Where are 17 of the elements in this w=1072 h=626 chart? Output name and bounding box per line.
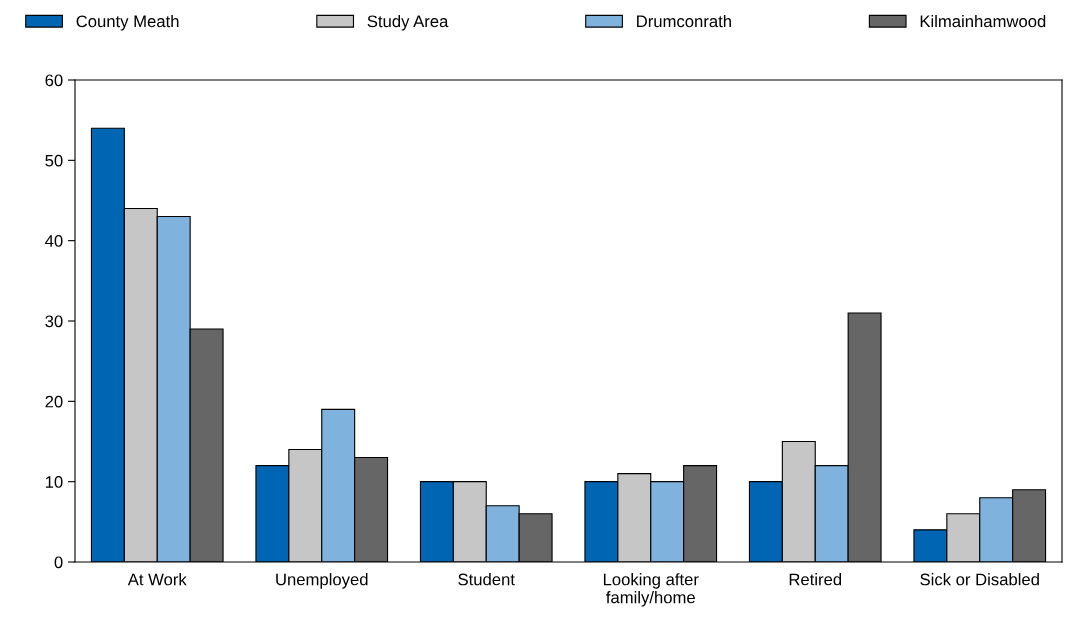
legend-label: County Meath [76, 15, 179, 31]
y-tick-label: 60 [45, 74, 63, 87]
y-tick-label: 30 [45, 315, 63, 328]
x-tick-label: Looking after family/home [603, 573, 699, 607]
y-tick-label: 20 [45, 395, 63, 408]
legend-label: Kilmainhamwood [920, 15, 1046, 28]
y-tick-label: 10 [45, 476, 63, 488]
legend-label: Study Area [367, 15, 449, 31]
y-tick-label: 40 [45, 235, 63, 247]
x-tick-label: Retired [789, 573, 842, 586]
x-tick-label: Sick or Disabled [920, 573, 1039, 586]
x-tick-label: Unemployed [276, 573, 368, 589]
y-tick-label: 0 [54, 556, 63, 569]
y-tick-label: 50 [45, 154, 63, 167]
x-tick-label: At Work [127, 573, 187, 586]
x-tick-label: Student [458, 573, 515, 586]
legend-label: Drumconrath [637, 15, 731, 28]
